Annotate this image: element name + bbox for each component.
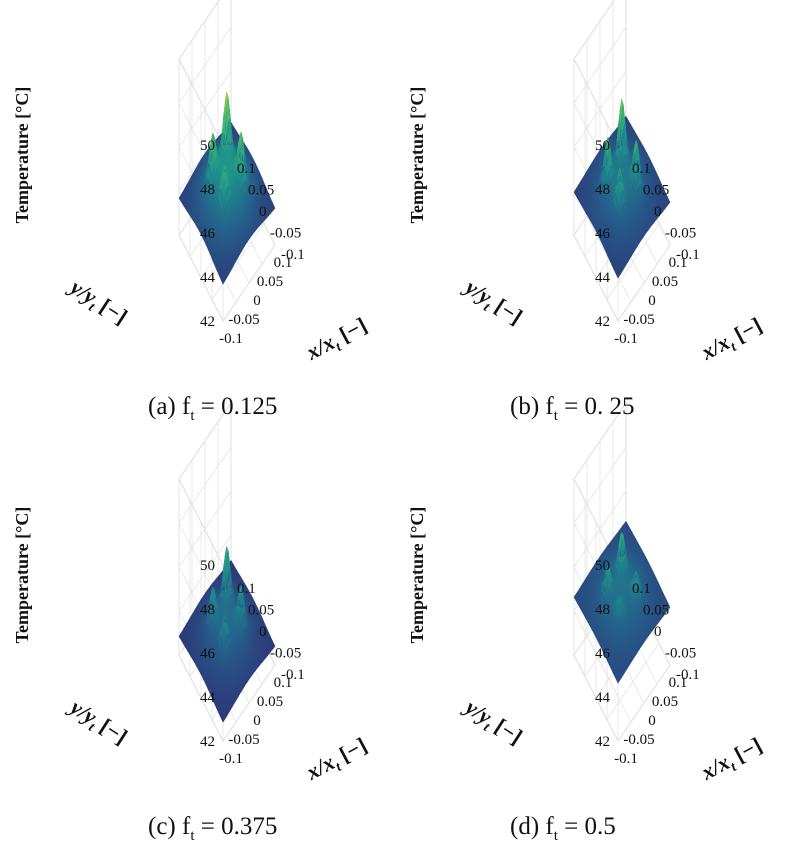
x-tick-label: 0.1 [669,255,688,271]
x-tick-label: -0.1 [614,751,638,767]
z-tick-label: 48 [595,182,610,198]
z-tick-label: 46 [595,226,611,242]
panel-d: 4244464850-0.1-0.0500.050.1-0.1-0.0500.0… [407,401,768,788]
temperature-surface [178,545,276,723]
y-tick-label: 0 [259,204,267,220]
x-tick-label: -0.1 [614,331,638,347]
z-axis-title: Temperature [°C] [12,507,32,644]
x-tick-label: 0.05 [257,694,283,710]
y-tick-label: -0.05 [270,646,301,662]
y-tick-label: 0.05 [248,183,274,199]
y-tick-label: 0 [654,624,662,640]
y-axis-title: y/yt [−] [456,693,527,753]
z-tick-label: 50 [595,138,610,154]
x-tick-label: -0.05 [623,312,654,328]
z-tick-label: 44 [200,690,216,706]
y-tick-label: -0.1 [676,667,700,683]
z-tick-label: 44 [595,690,611,706]
y-tick-label: -0.05 [665,646,696,662]
y-tick-label: 0.05 [643,183,669,199]
x-tick-label: -0.1 [219,331,243,347]
z-tick-label: 42 [595,314,610,330]
z-tick-label: 42 [200,734,215,750]
y-tick-label: 0 [259,624,267,640]
z-tick-label: 50 [200,138,215,154]
temperature-surface [573,99,671,279]
x-tick-label: 0 [648,293,656,309]
z-tick-label: 48 [200,182,215,198]
z-tick-label: 48 [200,602,215,618]
y-tick-label: -0.1 [281,247,305,263]
x-tick-label: 0.1 [274,255,293,271]
x-tick-label: -0.05 [228,732,259,748]
y-tick-label: -0.05 [270,226,301,242]
z-tick-label: 46 [200,226,216,242]
x-tick-label: -0.1 [219,751,243,767]
y-tick-label: 0.1 [632,581,651,597]
x-tick-label: 0 [253,713,261,729]
z-tick-label: 50 [200,558,215,574]
y-tick-label: 0.05 [643,603,669,619]
surface-cell [666,199,671,205]
y-tick-label: -0.05 [665,226,696,242]
z-tick-label: 42 [595,734,610,750]
x-axis-title: x/xt [−] [301,732,373,788]
caption-c: (c) ft = 0.375 [148,813,278,844]
x-axis-title: x/xt [−] [301,312,373,368]
y-axis-title: y/yt [−] [456,273,527,333]
x-tick-label: 0 [253,293,261,309]
y-axis-title: y/yt [−] [61,273,132,333]
y-tick-label: 0.1 [237,161,256,177]
caption-a: (a) ft = 0.125 [148,393,278,424]
x-tick-label: -0.05 [228,312,259,328]
z-axis-title: Temperature [°C] [12,87,32,224]
x-tick-label: 0.05 [257,274,283,290]
y-tick-label: -0.1 [281,667,305,683]
temperature-surface [178,92,276,285]
z-axis-title: Temperature [°C] [407,507,427,644]
y-tick-label: -0.1 [676,247,700,263]
caption-d: (d) ft = 0.5 [510,813,616,844]
panel-b: 4244464850-0.1-0.0500.050.1-0.1-0.0500.0… [407,0,768,368]
x-tick-label: 0.05 [652,274,678,290]
x-axis-title: x/xt [−] [696,312,768,368]
y-axis-title: y/yt [−] [61,693,132,753]
y-tick-label: 0.05 [248,603,274,619]
z-tick-label: 44 [200,270,216,286]
z-tick-label: 46 [595,646,611,662]
z-tick-label: 50 [595,558,610,574]
y-tick-label: 0.1 [237,581,256,597]
x-tick-label: -0.05 [623,732,654,748]
panel-a: 4244464850-0.1-0.0500.050.1-0.1-0.0500.0… [12,0,373,368]
surface-cell [271,204,276,211]
z-tick-label: 48 [595,602,610,618]
z-tick-label: 46 [200,646,216,662]
y-tick-label: 0.1 [632,161,651,177]
y-tick-label: 0 [654,204,662,220]
x-tick-label: 0.05 [652,694,678,710]
z-axis-title: Temperature [°C] [407,87,427,224]
z-tick-label: 44 [595,270,611,286]
x-axis-title: x/xt [−] [696,732,768,788]
caption-b: (b) ft = 0. 25 [510,393,635,424]
x-tick-label: 0 [648,713,656,729]
z-tick-label: 42 [200,314,215,330]
panel-c: 4244464850-0.1-0.0500.050.1-0.1-0.0500.0… [12,401,373,788]
